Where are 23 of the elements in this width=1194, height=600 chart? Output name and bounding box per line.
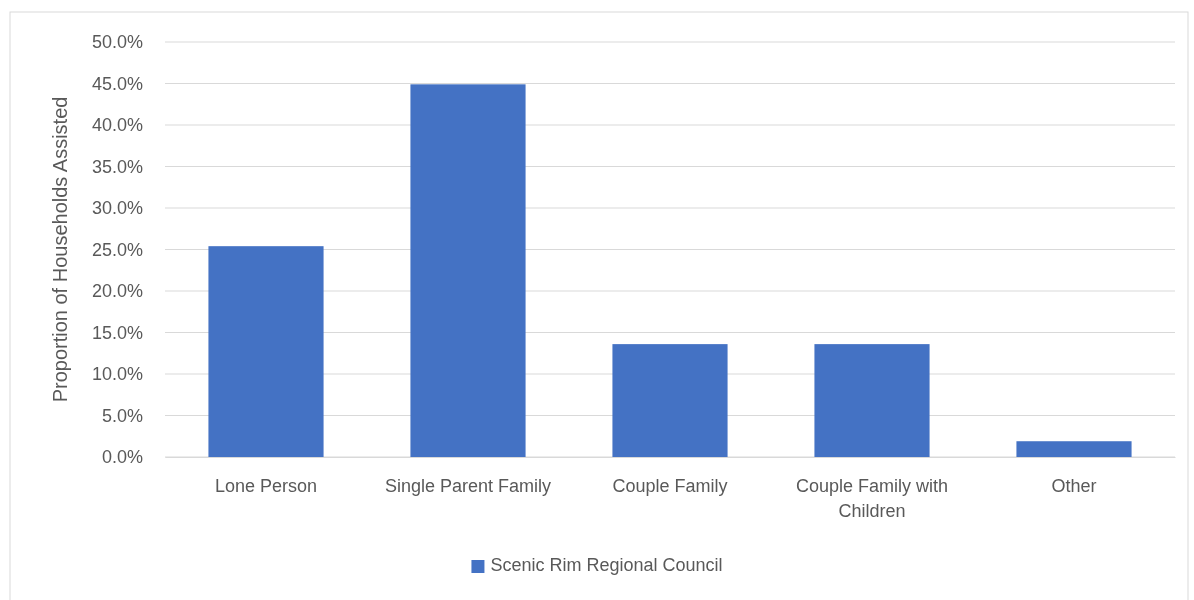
y-tick-label: 15.0% xyxy=(91,322,143,343)
bar xyxy=(814,344,930,457)
x-tick-label: Lone Person xyxy=(214,475,318,496)
y-tick-label: 45.0% xyxy=(91,73,143,94)
x-tick-label: Couple Family with Children xyxy=(795,475,949,521)
y-tick-label: 0.0% xyxy=(101,447,143,468)
y-axis-title: Proportion of Households Assisted xyxy=(49,96,71,403)
x-tick-label: Single Parent Family xyxy=(384,475,552,496)
bar xyxy=(612,344,728,457)
legend-label: Scenic Rim Regional Council xyxy=(490,555,723,575)
y-tick-label: 50.0% xyxy=(91,32,143,53)
bar xyxy=(410,84,526,457)
x-tick-label: Other xyxy=(1051,475,1097,496)
y-tick-label: 30.0% xyxy=(91,198,143,219)
y-tick-label: 25.0% xyxy=(91,239,143,260)
bar xyxy=(1016,441,1132,457)
y-tick-label: 35.0% xyxy=(91,156,143,177)
y-tick-label: 20.0% xyxy=(91,281,143,302)
x-tick-label: Couple Family xyxy=(612,475,728,496)
y-tick-label: 40.0% xyxy=(91,115,143,136)
y-tick-label: 10.0% xyxy=(91,364,143,385)
y-tick-label: 5.0% xyxy=(101,405,143,426)
bar xyxy=(208,246,324,457)
